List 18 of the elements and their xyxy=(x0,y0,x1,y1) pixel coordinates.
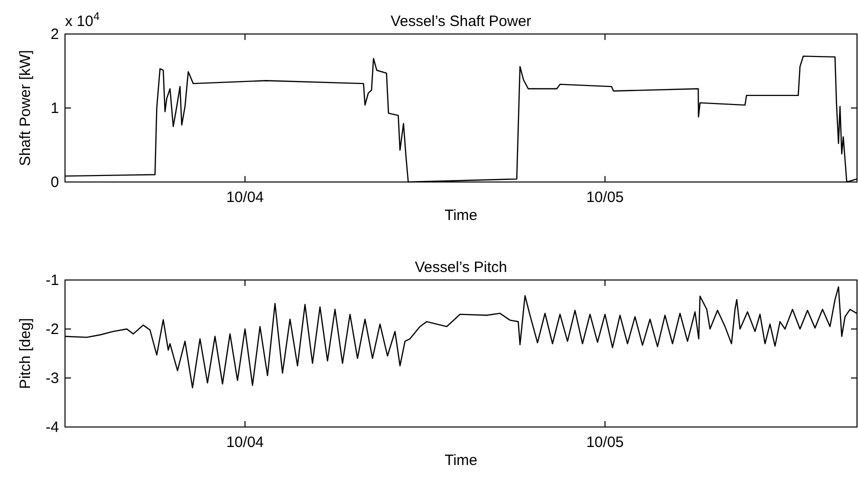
y-tick-label: 1 xyxy=(50,100,59,117)
x-axis-title: Time xyxy=(444,207,478,224)
x-tick-label: 10/04 xyxy=(226,434,264,451)
chart-title: Vessel’s Shaft Power xyxy=(390,13,532,30)
x-tick-label: 10/05 xyxy=(586,434,624,451)
y-axis-title: Shaft Power [kW] xyxy=(17,50,34,166)
x-tick-label: 10/04 xyxy=(226,189,264,206)
y-tick-label: -4 xyxy=(46,419,59,436)
y-tick-label: -3 xyxy=(46,370,59,387)
y-tick-label: -1 xyxy=(46,272,59,289)
x-tick-label: 10/05 xyxy=(586,189,624,206)
y-tick-label: -2 xyxy=(46,321,59,338)
x-axis-title: Time xyxy=(444,452,478,469)
y-tick-label: 2 xyxy=(50,26,59,43)
y-axis-title: Pitch [deg] xyxy=(17,318,34,389)
chart-title: Vessel’s Pitch xyxy=(414,259,508,276)
y-tick-label: 0 xyxy=(50,174,59,191)
text: x 10$^{4}$ xyxy=(65,11,100,30)
